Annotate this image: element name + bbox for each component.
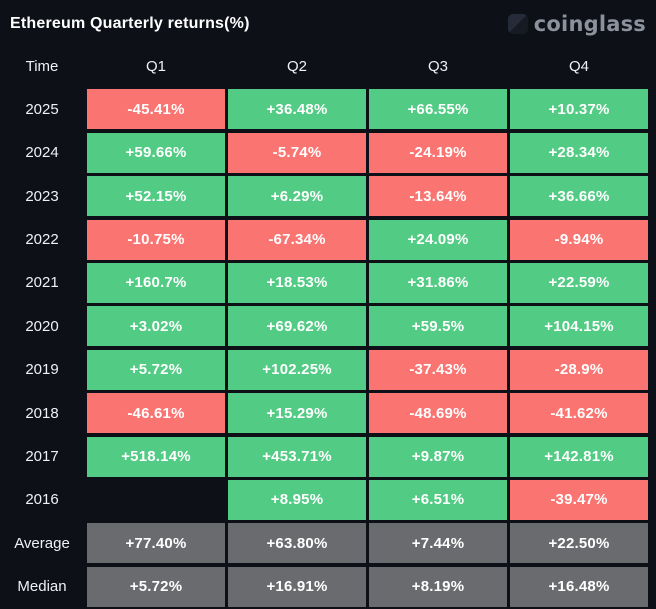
cell-2024-q1: +59.66% — [87, 132, 225, 173]
cell-2020-q1: +3.02% — [87, 306, 225, 347]
cell-2025-q4: +10.37% — [510, 89, 648, 130]
cell-average-q1: +77.40% — [87, 523, 225, 564]
cell-2018-q4: -41.62% — [510, 393, 648, 434]
row-label-average: Average — [14, 534, 70, 552]
cell-2022-q1: -10.75% — [87, 219, 225, 260]
cell-median-q4: +16.48% — [510, 566, 648, 607]
row-label-2025: 2025 — [25, 100, 59, 118]
cell-2016-q3: +6.51% — [369, 479, 507, 520]
row-label-2021: 2021 — [25, 274, 59, 292]
column-header-q3: Q3 — [427, 57, 448, 75]
row-label-median: Median — [17, 578, 67, 596]
row-label-2018: 2018 — [25, 404, 59, 422]
column-header-time: Time — [25, 57, 59, 75]
coinglass-logo[interactable]: coinglass — [507, 12, 646, 36]
cell-2024-q4: +28.34% — [510, 132, 648, 173]
quarterly-returns-table: Time Q1 Q2 Q3 Q4 2025 -45.41% +36.48% +66.55% +10… — [0, 44, 656, 607]
row-label-2017: 2017 — [25, 448, 59, 466]
cell-2016-q2: +8.95% — [228, 479, 366, 520]
coinglass-logo-text: coinglass — [533, 12, 646, 36]
cell-2020-q2: +69.62% — [228, 306, 366, 347]
cell-2023-q1: +52.15% — [87, 176, 225, 217]
row-label-2023: 2023 — [25, 187, 59, 205]
cell-2023-q2: +6.29% — [228, 176, 366, 217]
cell-2025-q1: -45.41% — [87, 89, 225, 130]
cell-2018-q1: -46.61% — [87, 393, 225, 434]
cell-2021-q2: +18.53% — [228, 262, 366, 303]
coinglass-logo-icon — [507, 14, 528, 34]
cell-median-q2: +16.91% — [228, 566, 366, 607]
cell-2025-q2: +36.48% — [228, 89, 366, 130]
header-bar: Ethereum Quarterly returns(%) coinglass — [0, 0, 656, 44]
column-header-q1: Q1 — [145, 57, 166, 75]
cell-2022-q3: +24.09% — [369, 219, 507, 260]
column-header-q2: Q2 — [286, 57, 307, 75]
cell-2018-q3: -48.69% — [369, 393, 507, 434]
cell-2019-q1: +5.72% — [87, 349, 225, 390]
cell-2017-q3: +9.87% — [369, 436, 507, 477]
cell-average-q2: +63.80% — [228, 523, 366, 564]
cell-2021-q3: +31.86% — [369, 262, 507, 303]
cell-2017-q2: +453.71% — [228, 436, 366, 477]
cell-2020-q4: +104.15% — [510, 306, 648, 347]
cell-2023-q3: -13.64% — [369, 176, 507, 217]
cell-2023-q4: +36.66% — [510, 176, 648, 217]
cell-2019-q4: -28.9% — [510, 349, 648, 390]
cell-2022-q2: -67.34% — [228, 219, 366, 260]
row-label-2019: 2019 — [25, 361, 59, 379]
cell-2016-q1 — [87, 480, 225, 520]
row-label-2024: 2024 — [25, 144, 59, 162]
cell-2021-q4: +22.59% — [510, 262, 648, 303]
cell-average-q4: +22.50% — [510, 523, 648, 564]
page-title: Ethereum Quarterly returns(%) — [10, 15, 250, 32]
cell-2017-q1: +518.14% — [87, 436, 225, 477]
cell-2021-q1: +160.7% — [87, 262, 225, 303]
column-header-q4: Q4 — [568, 57, 589, 75]
cell-2019-q3: -37.43% — [369, 349, 507, 390]
cell-average-q3: +7.44% — [369, 523, 507, 564]
cell-2025-q3: +66.55% — [369, 89, 507, 130]
cell-2020-q3: +59.5% — [369, 306, 507, 347]
cell-2019-q2: +102.25% — [228, 349, 366, 390]
row-label-2022: 2022 — [25, 231, 59, 249]
cell-median-q1: +5.72% — [87, 566, 225, 607]
cell-2024-q3: -24.19% — [369, 132, 507, 173]
cell-median-q3: +8.19% — [369, 566, 507, 607]
cell-2024-q2: -5.74% — [228, 132, 366, 173]
row-label-2020: 2020 — [25, 317, 59, 335]
cell-2016-q4: -39.47% — [510, 479, 648, 520]
row-label-2016: 2016 — [25, 491, 59, 509]
cell-2017-q4: +142.81% — [510, 436, 648, 477]
cell-2022-q4: -9.94% — [510, 219, 648, 260]
cell-2018-q2: +15.29% — [228, 393, 366, 434]
